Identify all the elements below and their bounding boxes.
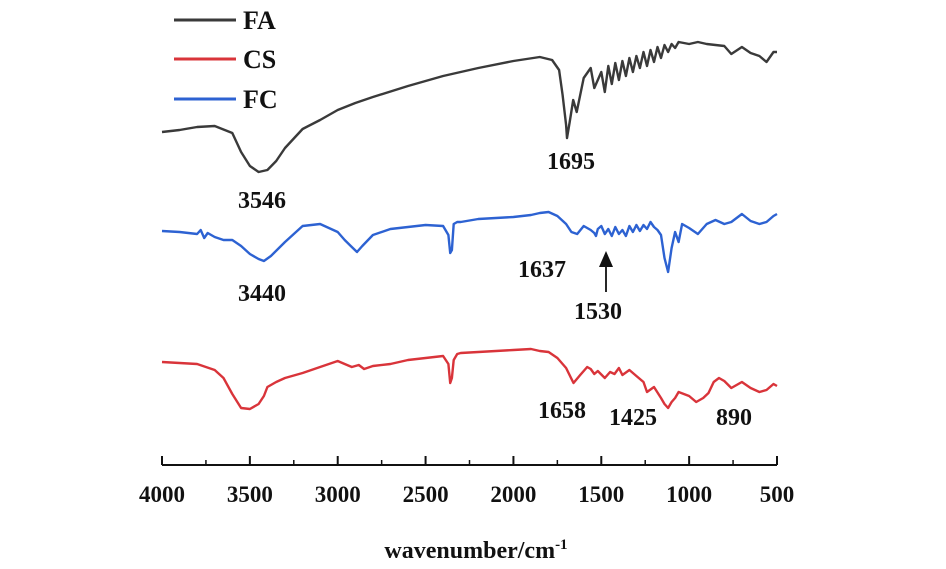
x-tick-label-2500: 2500 bbox=[403, 482, 449, 507]
series-line-fa bbox=[161, 40, 777, 174]
x-tick-label-500: 500 bbox=[760, 482, 795, 507]
series-line-fc bbox=[161, 210, 778, 274]
legend-entry-cs: CS bbox=[174, 45, 276, 74]
peak-label-1530: 1530 bbox=[574, 299, 622, 325]
x-axis-minor-ticks bbox=[205, 460, 734, 465]
peak-label-3546: 3546 bbox=[238, 188, 286, 214]
peak-label-1425: 1425 bbox=[609, 405, 657, 431]
x-axis-major-ticks bbox=[161, 456, 778, 465]
x-tick-label-4000: 4000 bbox=[139, 482, 185, 507]
peak-label-1637: 1637 bbox=[518, 257, 566, 283]
legend: FA CS FC bbox=[174, 6, 278, 114]
legend-entry-fc: FC bbox=[174, 85, 278, 114]
plot-area bbox=[161, 40, 778, 411]
x-axis-title-superscript: -1 bbox=[555, 537, 568, 553]
peak-labels: 3546 1695 3440 1637 1530 1658 1425 890 bbox=[238, 149, 752, 431]
peak-label-1695: 1695 bbox=[547, 149, 595, 175]
peak-label-3440: 3440 bbox=[238, 281, 286, 307]
legend-label-fc: FC bbox=[243, 85, 278, 114]
x-tick-label-3000: 3000 bbox=[315, 482, 361, 507]
x-tick-label-1500: 1500 bbox=[578, 482, 624, 507]
peak-label-890: 890 bbox=[716, 405, 752, 431]
x-tick-label-3500: 3500 bbox=[227, 482, 273, 507]
series-line-cs bbox=[161, 347, 778, 411]
legend-entry-fa: FA bbox=[174, 6, 276, 35]
x-axis-tick-labels: 4000 3500 3000 2500 2000 1500 1000 500 bbox=[139, 482, 794, 507]
x-tick-label-1000: 1000 bbox=[666, 482, 712, 507]
x-tick-label-2000: 2000 bbox=[490, 482, 536, 507]
x-axis: 4000 3500 3000 2500 2000 1500 1000 500 wavenumb… bbox=[139, 456, 794, 564]
peak-arrow-1530 bbox=[599, 251, 613, 292]
arrow-head bbox=[599, 251, 613, 267]
x-axis-title: wavenumber/cm-1 bbox=[384, 537, 567, 564]
legend-label-fa: FA bbox=[243, 6, 276, 35]
legend-label-cs: CS bbox=[243, 45, 276, 74]
x-axis-title-text: wavenumber/cm bbox=[384, 538, 555, 564]
peak-label-1658: 1658 bbox=[538, 398, 586, 424]
